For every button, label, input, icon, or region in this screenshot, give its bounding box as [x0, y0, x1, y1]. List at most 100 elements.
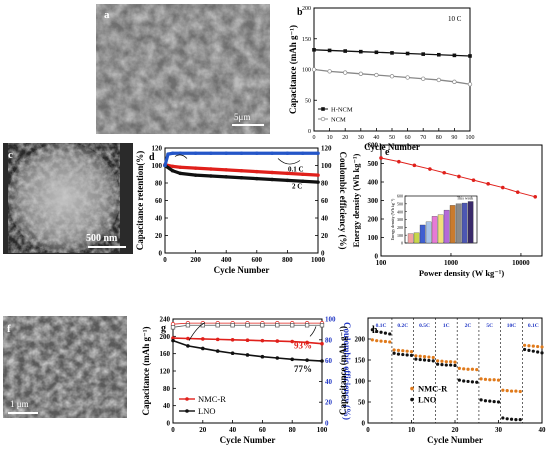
- data-point: [457, 174, 461, 179]
- data-point: [379, 339, 383, 343]
- x-tick-label-g: 20: [199, 426, 207, 434]
- y-tick-label-g: 80: [163, 385, 171, 393]
- inset-bar: [437, 214, 444, 244]
- y-tick-label-d: 0: [159, 249, 163, 257]
- data-point: [505, 417, 509, 421]
- data-point: [405, 75, 410, 80]
- data-point: [492, 399, 496, 404]
- scale-label-c: 500 nm: [86, 233, 118, 244]
- x-axis-label-g: Cycle Number: [220, 435, 276, 445]
- y-tick-label-e: 400: [368, 178, 379, 186]
- inset-y-tick-label: 300: [397, 217, 403, 222]
- data-point: [431, 359, 435, 363]
- legend-label: NMC-R: [418, 384, 448, 394]
- legend-label: NCM: [331, 117, 346, 124]
- data-point: [514, 418, 518, 422]
- data-point: [396, 348, 401, 352]
- data-point: [401, 349, 405, 353]
- data-point: [470, 380, 474, 384]
- y-axis-label-g: Capacitance (mAh g⁻¹): [141, 327, 151, 416]
- data-point: [436, 359, 440, 363]
- y-tick-label-e: 300: [368, 197, 379, 205]
- legend-marker: [185, 409, 189, 413]
- data-point: [209, 174, 213, 178]
- data-point: [316, 151, 320, 156]
- data-point: [501, 388, 505, 392]
- data-point: [275, 356, 280, 360]
- data-point: [536, 350, 540, 354]
- x-tick-label-d: 800: [282, 256, 293, 264]
- data-point: [515, 190, 520, 194]
- data-point: [527, 344, 531, 348]
- inset-y-tick-label: 100: [397, 233, 403, 238]
- y-axis-label-b: Capacitance (mAh g⁻¹): [288, 25, 298, 114]
- data-point: [523, 343, 527, 347]
- data-point: [178, 165, 183, 170]
- x-tick-label-b: 50: [389, 135, 395, 141]
- inset-bar: [413, 232, 420, 244]
- y-tick-label-g: 0: [167, 419, 171, 427]
- y2-tick-label-d: 60: [321, 197, 329, 205]
- data-point: [488, 399, 492, 403]
- plot-frame-h: [367, 317, 543, 424]
- data-point: [285, 151, 290, 156]
- y2-tick-label-g: 20: [325, 399, 333, 407]
- y-tick-label-b: 200: [302, 6, 311, 12]
- data-point: [285, 178, 290, 183]
- data-point: [409, 353, 414, 357]
- data-point: [358, 71, 363, 76]
- data-point: [171, 338, 175, 343]
- y-axis-label-h: Capacitance (mAh g⁻¹): [338, 326, 348, 415]
- data-point: [239, 151, 244, 156]
- x-tick-label-g: 0: [171, 426, 175, 434]
- data-point: [475, 380, 479, 384]
- data-point: [414, 357, 418, 361]
- data-point: [201, 346, 205, 351]
- data-point: [457, 378, 461, 382]
- data-point: [518, 418, 522, 422]
- data-point: [431, 355, 435, 360]
- data-point: [260, 338, 265, 343]
- data-point: [418, 354, 422, 358]
- series-label-2c: 2 C: [292, 182, 302, 190]
- y-tick-label-g: 40: [163, 402, 171, 410]
- sem-image-a: a 5μm: [96, 4, 270, 134]
- data-point: [471, 178, 476, 182]
- data-point: [483, 399, 488, 403]
- data-point: [245, 353, 250, 357]
- y-tick-label-h: 200: [355, 335, 366, 343]
- data-point: [527, 348, 531, 352]
- x-tick-label-g: 100: [317, 426, 328, 434]
- inset-y-tick-label: 600: [397, 194, 403, 199]
- arrow-left: [188, 322, 206, 341]
- data-point: [224, 151, 228, 156]
- legend-marker: [410, 386, 414, 391]
- y-tick-label-g: 120: [160, 367, 171, 375]
- y-tick-label-h: 0: [362, 419, 366, 427]
- data-point: [388, 340, 392, 344]
- data-point: [300, 151, 305, 156]
- data-point: [452, 79, 457, 84]
- plot-frame-d: [164, 147, 319, 254]
- data-point: [488, 378, 492, 382]
- data-point: [383, 331, 387, 335]
- rate-label: 0.1C: [528, 323, 539, 329]
- panel-letter-a: a: [104, 9, 110, 21]
- data-point: [453, 360, 457, 364]
- data-point: [270, 177, 274, 182]
- panel-letter-f: f: [7, 323, 11, 335]
- data-point: [374, 72, 379, 78]
- inset-y-tick-label: 400: [397, 209, 403, 214]
- panel-letter: h: [372, 325, 378, 336]
- data-point: [300, 179, 305, 184]
- inset-bar: [467, 201, 474, 244]
- y-tick-label-e: 200: [368, 215, 379, 223]
- inset-bar: [443, 209, 450, 244]
- scale-bar-c: [88, 246, 126, 248]
- x-axis-label-h: Cycle Number: [427, 435, 483, 445]
- data-point: [509, 417, 514, 421]
- inset-bar: [425, 221, 432, 244]
- data-point: [254, 151, 259, 156]
- data-point: [230, 323, 235, 328]
- data-point: [245, 338, 250, 343]
